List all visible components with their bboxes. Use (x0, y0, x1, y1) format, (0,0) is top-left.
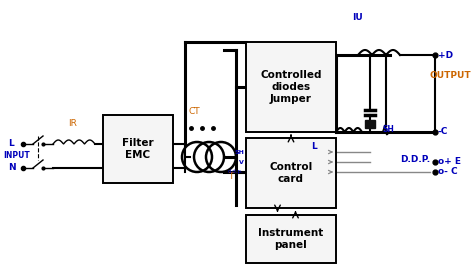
FancyBboxPatch shape (246, 215, 335, 263)
Text: Controlled
diodes
Jumper: Controlled diodes Jumper (260, 70, 321, 105)
Text: SH: SH (234, 150, 244, 154)
Text: T: T (228, 172, 233, 181)
Text: Control
card: Control card (269, 162, 312, 184)
Text: IR: IR (69, 119, 77, 128)
Text: IU: IU (352, 13, 363, 22)
FancyBboxPatch shape (246, 42, 335, 132)
Text: Filter
EMC: Filter EMC (122, 138, 153, 160)
Text: L: L (310, 142, 316, 151)
Text: o- C: o- C (437, 168, 456, 177)
FancyBboxPatch shape (103, 115, 173, 183)
Text: o+ E: o+ E (437, 158, 460, 166)
Text: CT: CT (188, 107, 200, 116)
Text: OUTPUT: OUTPUT (428, 70, 470, 80)
Text: Instrument
panel: Instrument panel (258, 228, 323, 250)
Text: N: N (8, 163, 16, 173)
FancyBboxPatch shape (246, 138, 335, 208)
Text: L: L (8, 140, 14, 148)
Text: D.D.P.: D.D.P. (399, 155, 429, 165)
Text: +D: +D (437, 50, 452, 59)
Text: SH: SH (382, 125, 394, 135)
Bar (364, 120, 374, 128)
Text: d.d.p.: d.d.p. (228, 169, 244, 174)
Text: -C: -C (437, 128, 447, 136)
Text: INPUT: INPUT (3, 151, 30, 161)
Text: V: V (238, 159, 244, 165)
